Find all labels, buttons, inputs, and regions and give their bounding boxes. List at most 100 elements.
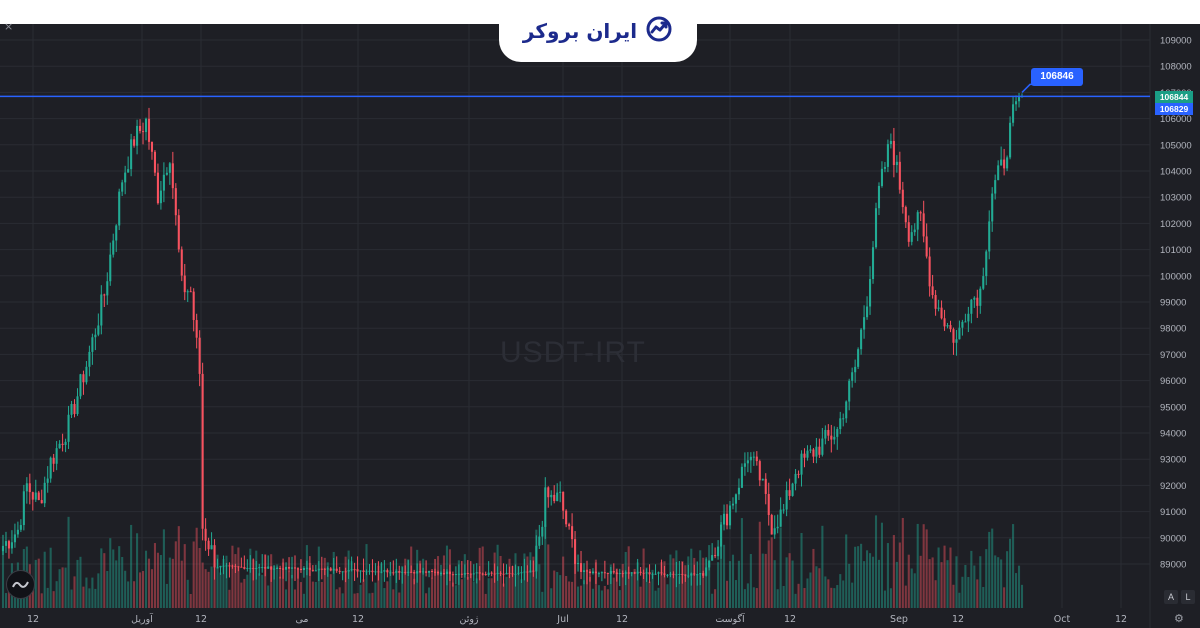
volume-bar (693, 557, 696, 608)
price-line-badge[interactable]: 106846 (1031, 68, 1083, 86)
y-tick-label: 92000 (1160, 481, 1186, 492)
candle-body (213, 545, 216, 568)
volume-bar (746, 583, 749, 608)
volume-bar (165, 583, 168, 608)
candle-body (451, 574, 454, 576)
volume-bar (159, 554, 162, 608)
candle-body (648, 572, 651, 575)
y-tick-label: 103000 (1160, 193, 1192, 204)
volume-bar (136, 533, 139, 608)
volume-bar (961, 576, 964, 608)
volume-bar (276, 564, 279, 608)
candle-body (106, 281, 109, 296)
volume-bar (889, 588, 892, 608)
candle-body (255, 567, 258, 569)
volume-bar (43, 551, 46, 608)
volume-bar (82, 586, 85, 608)
candle-body (207, 540, 210, 550)
candle-body (323, 568, 326, 570)
volume-bar (669, 554, 672, 608)
candle-body (413, 572, 416, 574)
volume-bar (928, 559, 931, 608)
volume-bar (791, 560, 794, 608)
volume-bar (785, 557, 788, 608)
candle-body (282, 568, 285, 570)
volume-bar (207, 571, 210, 608)
volume-bar (553, 570, 556, 608)
volume-bar (886, 543, 889, 608)
volume-bar (61, 567, 64, 608)
log-scale-button[interactable]: L (1181, 590, 1195, 604)
candle-body (991, 193, 994, 222)
candle-body (538, 536, 541, 546)
volume-bar (475, 578, 478, 608)
candle-body (419, 571, 422, 573)
volume-bar (323, 557, 326, 608)
volume-bar (320, 581, 323, 608)
volume-bar (353, 593, 356, 608)
volume-bar (64, 567, 67, 608)
volume-bar (380, 563, 383, 608)
volume-bar (240, 582, 243, 608)
candle-body (79, 374, 82, 397)
volume-bar (144, 550, 148, 608)
volume-bar (302, 593, 305, 608)
volume-bar (684, 565, 687, 608)
candle-body (222, 565, 225, 567)
volume-bar (171, 558, 174, 608)
candle-body (720, 524, 723, 547)
volume-bar (603, 585, 606, 608)
candle-body (4, 541, 8, 546)
y-tick-label: 91000 (1160, 507, 1186, 518)
candle-body (871, 247, 875, 280)
volume-bar (985, 549, 988, 608)
volume-bar (818, 568, 821, 608)
settings-icon[interactable]: ⚙ (1174, 612, 1184, 625)
candle-body (618, 573, 621, 575)
volume-bar (749, 554, 752, 608)
chart-area[interactable]: USDT-IRT 1090001080001070001060001050001… (0, 24, 1200, 628)
volume-bar (788, 553, 791, 608)
volume-bar (547, 544, 550, 608)
candle-body (383, 570, 386, 572)
close-icon[interactable]: × (4, 20, 14, 33)
candle-body (577, 563, 580, 565)
volume-bar (428, 587, 431, 608)
volume-bar (648, 581, 651, 608)
x-tick-label: 12 (616, 614, 628, 625)
volume-bar (913, 573, 916, 608)
tradingview-logo-icon[interactable] (6, 570, 35, 599)
x-tick-label: Sep (890, 614, 908, 625)
volume-bar (422, 558, 425, 608)
candle-body (910, 232, 913, 242)
volume-bar (356, 593, 359, 608)
candle-body (127, 169, 130, 173)
candle-body (136, 125, 139, 146)
candle-body (171, 163, 174, 189)
candle-body (252, 567, 255, 569)
candle-body (174, 188, 177, 216)
candle-body (520, 572, 523, 574)
candle-body (34, 492, 37, 500)
candle-body (422, 571, 425, 573)
candle-body (946, 325, 949, 327)
volume-bar (433, 568, 437, 608)
candlestick-chart[interactable]: 1090001080001070001060001050001040001030… (0, 24, 1200, 628)
volume-bar (1003, 587, 1006, 608)
auto-scale-button[interactable]: A (1164, 590, 1178, 604)
candle-body (833, 436, 836, 440)
volume-bar (839, 574, 842, 608)
volume-bar (237, 547, 240, 608)
candle-body (103, 294, 106, 296)
candle-body (162, 174, 165, 191)
candle-body (705, 567, 708, 576)
candle-body (1006, 157, 1009, 169)
candle-body (651, 573, 654, 575)
volume-bar (579, 585, 583, 608)
candle-body (133, 139, 136, 146)
candle-body (967, 313, 970, 322)
volume-bar (508, 558, 511, 608)
volume-bar (702, 557, 705, 608)
candle-body (866, 306, 869, 318)
volume-bar (678, 576, 681, 608)
